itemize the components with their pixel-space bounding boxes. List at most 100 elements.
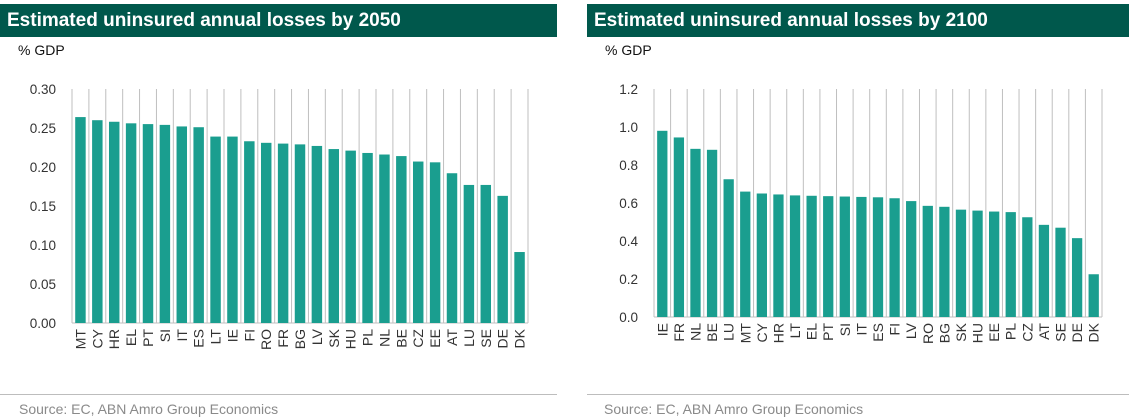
bar-dk xyxy=(1088,274,1099,317)
chart-panel-2050: Estimated uninsured annual losses by 205… xyxy=(0,0,557,418)
bar-lv xyxy=(311,145,323,323)
bar-it xyxy=(176,126,188,323)
x-category-label: ES xyxy=(191,329,207,348)
y-tick-label: 1.0 xyxy=(619,120,638,135)
bar-it xyxy=(856,196,867,317)
x-category-label: PL xyxy=(360,329,376,346)
bar-bg xyxy=(294,144,306,323)
bar-lt xyxy=(210,136,221,323)
bar-es xyxy=(193,127,204,323)
x-category-label: IT xyxy=(853,323,869,336)
x-category-label: PT xyxy=(820,323,836,341)
x-category-label: AT xyxy=(444,329,460,346)
footer-divider xyxy=(0,394,557,395)
y-tick-label: 0.00 xyxy=(30,316,56,331)
bar-be xyxy=(706,149,718,317)
x-category-label: DE xyxy=(495,329,511,348)
bar-nl xyxy=(379,154,390,323)
x-category-label: AT xyxy=(1036,323,1052,340)
bar-se xyxy=(1055,227,1066,317)
bar-pl xyxy=(362,152,373,323)
bar-hu xyxy=(345,150,356,323)
bar-cy xyxy=(756,193,767,317)
x-category-label: SI xyxy=(157,329,173,342)
bar-el xyxy=(125,123,137,323)
bar-nl xyxy=(690,148,701,317)
x-category-label: HR xyxy=(770,323,786,343)
bar-fi xyxy=(244,141,255,323)
bar-mt xyxy=(75,117,86,323)
x-category-label: BE xyxy=(704,323,720,342)
bar-fr xyxy=(277,143,289,323)
y-tick-label: 0.15 xyxy=(30,199,56,214)
bar-ee xyxy=(989,211,1000,317)
bar-si xyxy=(159,124,171,323)
y-axis-unit-label: % GDP xyxy=(18,42,65,58)
x-category-label: LT xyxy=(208,329,224,345)
source-note: Source: EC, ABN Amro Group Economics xyxy=(604,401,864,417)
bar-lu xyxy=(463,184,475,323)
x-category-label: FR xyxy=(671,323,687,342)
bar-chart-2100: 0.00.20.40.60.81.01.2IE FR NL BE LU MT CY HR LT E… xyxy=(619,82,1103,344)
chart-title-bar: Estimated uninsured annual losses by 210… xyxy=(587,4,1129,37)
source-note: Source: EC, ABN Amro Group Economics xyxy=(19,401,279,417)
bar-hr xyxy=(108,121,120,323)
y-tick-label: 1.2 xyxy=(619,82,638,97)
bar-lv xyxy=(906,201,917,317)
bar-es xyxy=(872,197,884,317)
bar-ee xyxy=(429,162,441,323)
chart-panel-2100: Estimated uninsured annual losses by 210… xyxy=(587,0,1129,418)
x-category-label: ES xyxy=(870,323,886,342)
bar-pl xyxy=(1005,212,1016,317)
x-category-label: HR xyxy=(106,329,122,349)
bar-si xyxy=(839,196,850,317)
x-category-label: EE xyxy=(427,329,443,348)
y-axis-unit-label: % GDP xyxy=(605,42,652,58)
x-category-label: SE xyxy=(478,329,494,348)
x-category-label: PL xyxy=(1003,323,1019,340)
bar-at xyxy=(446,173,458,323)
bar-dk xyxy=(514,252,525,323)
bar-cz xyxy=(1022,217,1033,317)
x-category-label: NL xyxy=(687,323,703,341)
bar-se xyxy=(480,184,492,323)
bar-mt xyxy=(740,191,751,317)
x-category-label: IE xyxy=(654,323,670,336)
x-category-label: LV xyxy=(309,328,325,345)
bar-el xyxy=(806,195,817,317)
bar-chart-2050: 0.00 0.05 0.10 0.15 0.20 0.25 0.30 MT CY HR EL PT SI… xyxy=(30,82,529,350)
x-category-label: FR xyxy=(275,329,291,348)
bar-at xyxy=(1038,224,1050,317)
x-category-label: HU xyxy=(343,329,359,349)
bar-pt xyxy=(823,196,834,317)
x-category-label: LV xyxy=(903,322,919,339)
bar-cz xyxy=(412,161,424,323)
x-category-label: NL xyxy=(376,329,392,347)
x-category-label: CY xyxy=(754,322,770,342)
bar-hu xyxy=(972,210,983,317)
bar-ro xyxy=(922,205,933,317)
bar-pt xyxy=(142,124,154,323)
x-category-label: CZ xyxy=(410,329,426,348)
y-tick-label: 0.05 xyxy=(30,277,56,292)
y-tick-label: 0.10 xyxy=(30,238,56,253)
x-category-label: FI xyxy=(887,323,903,335)
bar-ro xyxy=(260,142,272,323)
bar-de xyxy=(497,195,508,323)
bar-fr xyxy=(673,137,685,317)
x-category-label: MT xyxy=(737,323,753,344)
bar-sk xyxy=(955,209,967,317)
x-category-label: SI xyxy=(837,323,853,336)
x-category-label: MT xyxy=(72,329,88,350)
x-category-label: BG xyxy=(936,323,952,343)
bar-ie xyxy=(657,130,668,317)
y-tick-label: 0.6 xyxy=(619,196,638,211)
y-tick-label: 0.0 xyxy=(619,310,638,325)
x-category-label: FI xyxy=(241,329,257,341)
chart-title-bar: Estimated uninsured annual losses by 205… xyxy=(0,4,557,37)
bar-lt xyxy=(789,195,801,317)
x-category-label: LT xyxy=(787,323,803,339)
x-category-label: BG xyxy=(292,329,308,349)
x-category-label: BE xyxy=(393,329,409,348)
x-category-label: IE xyxy=(224,329,240,342)
